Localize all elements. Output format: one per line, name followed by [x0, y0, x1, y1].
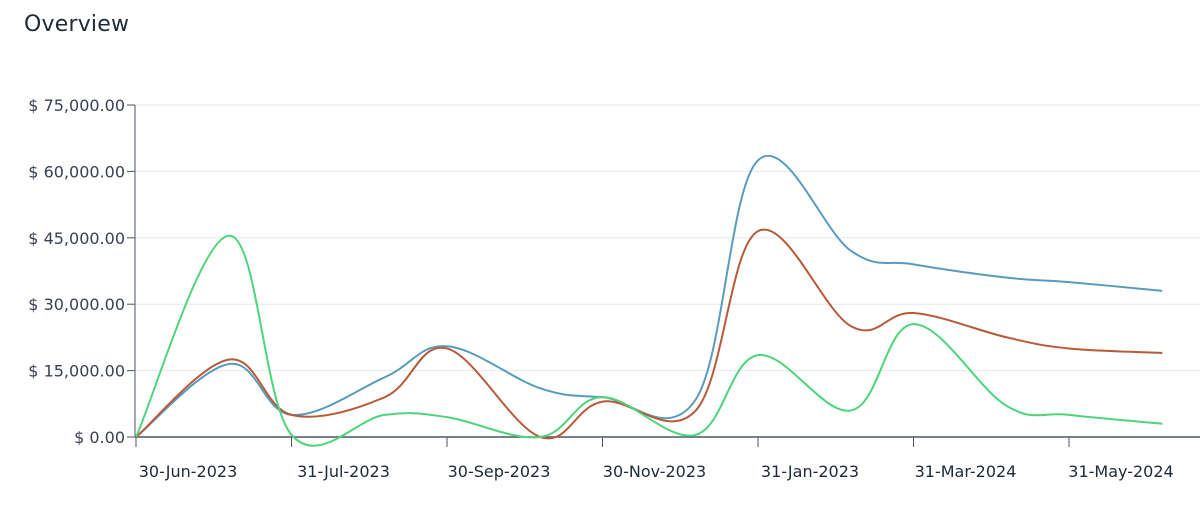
x-tick-label: 31-Jul-2023 [297, 462, 390, 481]
y-tick-label: $ 15,000.00 [28, 362, 125, 381]
x-axis: 30-Jun-2023 31-Jul-2023 30-Sep-2023 30-Nov-… [135, 436, 1200, 481]
x-tick-label: 31-Mar-2024 [915, 462, 1017, 481]
y-axis: $ 0.00 $ 15,000.00 $ 30,000.00 $ 45,000.00 $… [28, 96, 136, 447]
x-tick-label: 30-Nov-2023 [603, 462, 706, 481]
y-tick-label: $ 60,000.00 [28, 162, 125, 181]
series-line-red [135, 228, 1163, 440]
chart-lines [135, 154, 1163, 447]
chart-grid [135, 104, 1200, 438]
x-tick-label: 31-May-2024 [1068, 462, 1173, 481]
y-tick-label: $ 30,000.00 [28, 295, 125, 314]
x-tick-label: 30-Jun-2023 [139, 462, 238, 481]
y-tick-label: $ 75,000.00 [28, 96, 125, 115]
series-line-blue [135, 154, 1163, 438]
x-tick-label: 31-Jan-2023 [761, 462, 859, 481]
page-title: Overview [24, 12, 130, 37]
x-tick-label: 30-Sep-2023 [448, 462, 551, 481]
y-tick-label: $ 0.00 [74, 428, 125, 447]
series-line-green [135, 234, 1163, 447]
y-tick-label: $ 45,000.00 [28, 229, 125, 248]
